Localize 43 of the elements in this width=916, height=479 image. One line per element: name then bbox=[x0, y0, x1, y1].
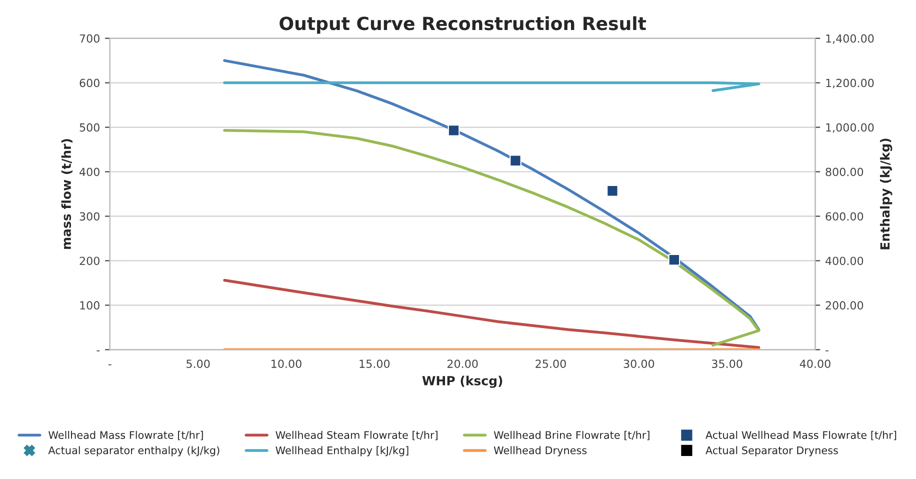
y2-tick-label: 800.00 bbox=[826, 168, 864, 176]
legend-label: Wellhead Enthalpy [kJ/kg] bbox=[276, 446, 408, 456]
x-tick-label: 25.00 bbox=[536, 360, 566, 368]
y2-tick-label: 1,400.00 bbox=[826, 34, 874, 44]
y-tick-label: 600 bbox=[80, 78, 100, 88]
y-tick-label: - bbox=[96, 350, 100, 352]
line-series bbox=[223, 59, 760, 332]
y2-tick-label: - bbox=[826, 350, 828, 352]
y2-tick-label: 1,000.00 bbox=[826, 123, 874, 133]
y2-tick-label: 200.00 bbox=[826, 301, 864, 310]
legend-label: Wellhead Dryness bbox=[494, 446, 587, 456]
y-axis-title: mass flow (t/hr) bbox=[61, 139, 72, 249]
y-tick-label: 100 bbox=[80, 301, 100, 310]
point bbox=[668, 254, 680, 266]
point bbox=[510, 154, 522, 167]
y-tick-label: 400 bbox=[80, 168, 100, 176]
x-tick-label: 5.00 bbox=[186, 360, 210, 368]
x-axis-title: WHP (kscg) bbox=[422, 376, 502, 388]
y-tick-label: 500 bbox=[80, 123, 100, 132]
legend-label: Actual Separator Dryness bbox=[706, 446, 838, 456]
y-tick-label: 300 bbox=[80, 212, 100, 221]
legend-label: Wellhead Steam Flowrate [t/hr] bbox=[276, 430, 438, 440]
y2-tick-label: 1,200.00 bbox=[826, 78, 874, 88]
legend-label: Wellhead Mass Flowrate [t/hr] bbox=[48, 430, 203, 440]
y2-tick-label: 400.00 bbox=[826, 256, 864, 266]
x-tick-label: 40.00 bbox=[800, 360, 830, 368]
line-series bbox=[223, 278, 760, 349]
y2-axis-title: Enthalpy (kJ/kg) bbox=[880, 138, 892, 250]
y-tick-label: 700 bbox=[80, 34, 100, 43]
chart-title: Output Curve Reconstruction Result bbox=[280, 16, 646, 34]
point bbox=[606, 184, 618, 197]
line-series bbox=[223, 129, 760, 347]
x-tick-label: 30.00 bbox=[624, 360, 654, 368]
x-tick-label: 20.00 bbox=[447, 360, 478, 368]
legend-label: Actual Wellhead Mass Flowrate [t/hr] bbox=[706, 430, 896, 440]
y2-tick-label: 600.00 bbox=[826, 212, 864, 221]
x-tick-label: 10.00 bbox=[272, 360, 302, 368]
point bbox=[448, 124, 460, 136]
legend-label: Wellhead Brine Flowrate [t/hr] bbox=[494, 430, 650, 440]
legend-label: Actual separator enthalpy (kJ/kg) bbox=[48, 446, 220, 456]
y-tick-label: 200 bbox=[80, 256, 100, 266]
x-tick-label: 15.00 bbox=[360, 360, 390, 368]
x-tick-label: 35.00 bbox=[712, 360, 742, 368]
